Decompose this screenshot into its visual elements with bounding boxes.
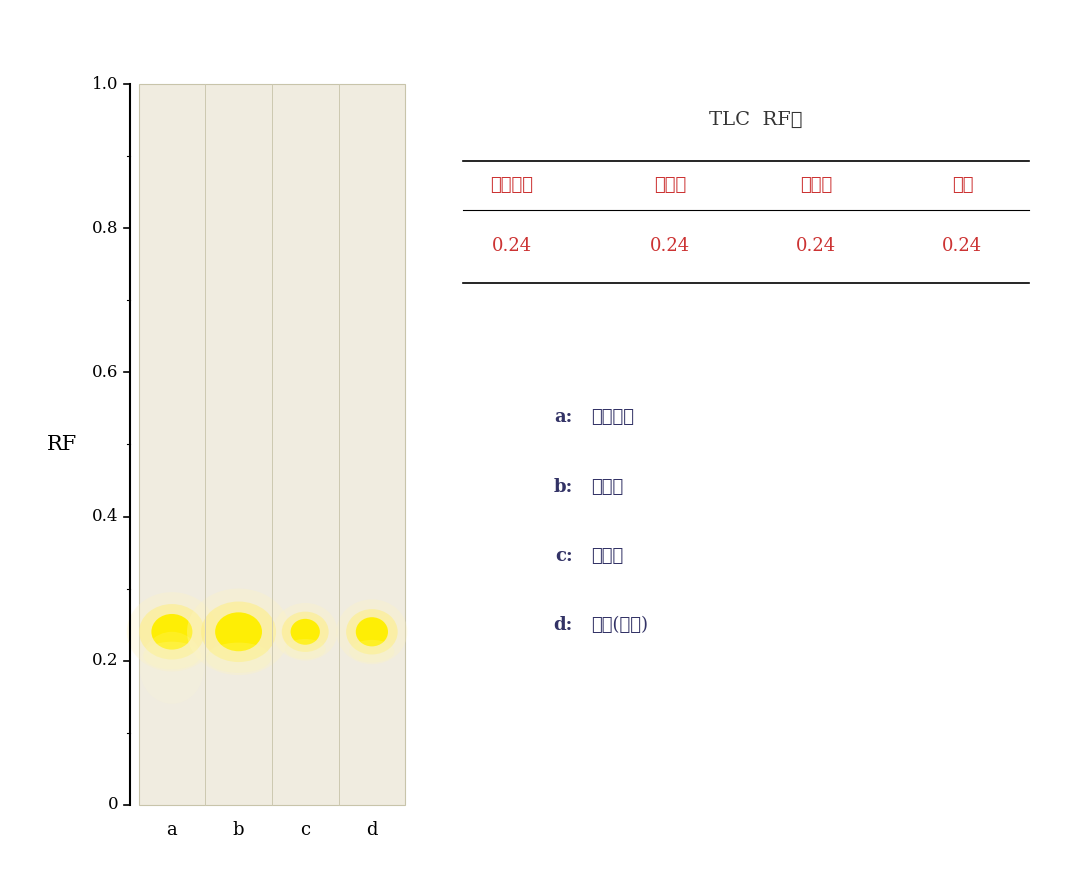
Ellipse shape [337,599,407,665]
Text: d:: d: [554,616,573,634]
Text: 0.6: 0.6 [92,364,118,381]
Text: 빵류: 빵류 [951,176,973,195]
Text: a:: a: [555,408,573,427]
Text: 0.24: 0.24 [492,237,532,256]
Ellipse shape [140,632,204,704]
Text: RF: RF [47,435,78,454]
Text: c:: c: [555,547,573,565]
Text: 0.2: 0.2 [92,652,118,669]
Ellipse shape [284,639,326,659]
Text: b:: b: [554,478,573,496]
Text: c: c [300,820,310,839]
Text: d: d [367,820,377,839]
Ellipse shape [205,643,272,673]
Ellipse shape [139,604,205,659]
Ellipse shape [215,612,262,651]
Ellipse shape [201,602,276,662]
Text: 1.0: 1.0 [92,76,118,93]
Text: 마가린: 마가린 [801,176,833,195]
Text: 심황색소: 심황색소 [491,176,533,195]
Ellipse shape [346,609,398,655]
Text: 0.8: 0.8 [92,219,118,237]
Text: 0.24: 0.24 [796,237,836,256]
Text: b: b [233,820,245,839]
Ellipse shape [187,589,290,675]
Text: 드레싱: 드레싱 [654,176,686,195]
Ellipse shape [152,614,192,650]
Text: 심황색소: 심황색소 [591,408,634,427]
Text: TLC  RF값: TLC RF값 [709,112,802,129]
Text: 드레싱: 드레싱 [591,478,623,496]
Text: 0: 0 [108,796,118,813]
Text: 0.24: 0.24 [650,237,691,256]
Text: 빵류(크림): 빵류(크림) [591,616,648,634]
Polygon shape [139,84,405,804]
Ellipse shape [291,619,320,645]
Ellipse shape [350,640,394,663]
Ellipse shape [143,642,201,669]
Ellipse shape [282,612,328,652]
Text: 0.4: 0.4 [92,508,118,525]
Ellipse shape [273,603,338,660]
Text: 마가린: 마가린 [591,547,623,565]
Text: a: a [167,820,177,839]
Text: 0.24: 0.24 [943,237,982,256]
Ellipse shape [356,617,388,646]
Ellipse shape [127,592,217,672]
